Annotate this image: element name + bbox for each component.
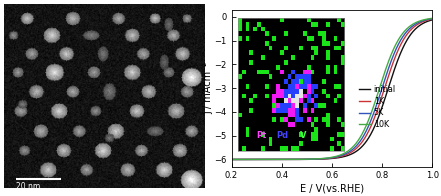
Line: 5K: 5K xyxy=(232,19,432,160)
1K xyxy=(424,19,429,22)
5K xyxy=(430,17,435,20)
10K xyxy=(326,157,332,159)
initial xyxy=(424,21,429,23)
5K xyxy=(387,64,392,67)
5K xyxy=(424,19,429,21)
initial xyxy=(326,158,332,160)
1K xyxy=(424,19,429,22)
10K xyxy=(424,18,429,20)
initial xyxy=(229,158,234,161)
5K xyxy=(326,157,332,159)
initial xyxy=(239,158,244,161)
initial xyxy=(321,158,326,160)
Legend: initial, 1K, 5K, 10K: initial, 1K, 5K, 10K xyxy=(356,82,399,132)
1K xyxy=(321,158,326,160)
1K xyxy=(387,72,392,74)
Y-axis label: j / mAcm⁻²: j / mAcm⁻² xyxy=(203,62,213,114)
X-axis label: E / V(vs.RHE): E / V(vs.RHE) xyxy=(300,183,364,193)
5K xyxy=(239,158,244,161)
10K xyxy=(321,157,326,160)
10K xyxy=(424,18,429,20)
1K xyxy=(239,158,244,161)
10K xyxy=(387,58,392,60)
initial xyxy=(424,21,429,23)
1K xyxy=(326,157,332,160)
10K xyxy=(239,158,244,161)
5K xyxy=(424,19,429,21)
Line: 10K: 10K xyxy=(232,18,432,160)
Line: initial: initial xyxy=(232,20,432,160)
Line: 1K: 1K xyxy=(232,19,432,160)
5K xyxy=(229,158,234,161)
initial xyxy=(430,19,435,21)
initial xyxy=(387,83,392,85)
10K xyxy=(229,158,234,161)
Text: 20 nm: 20 nm xyxy=(16,182,40,191)
1K xyxy=(430,18,435,20)
1K xyxy=(229,158,234,161)
5K xyxy=(321,157,326,160)
10K xyxy=(430,17,435,19)
